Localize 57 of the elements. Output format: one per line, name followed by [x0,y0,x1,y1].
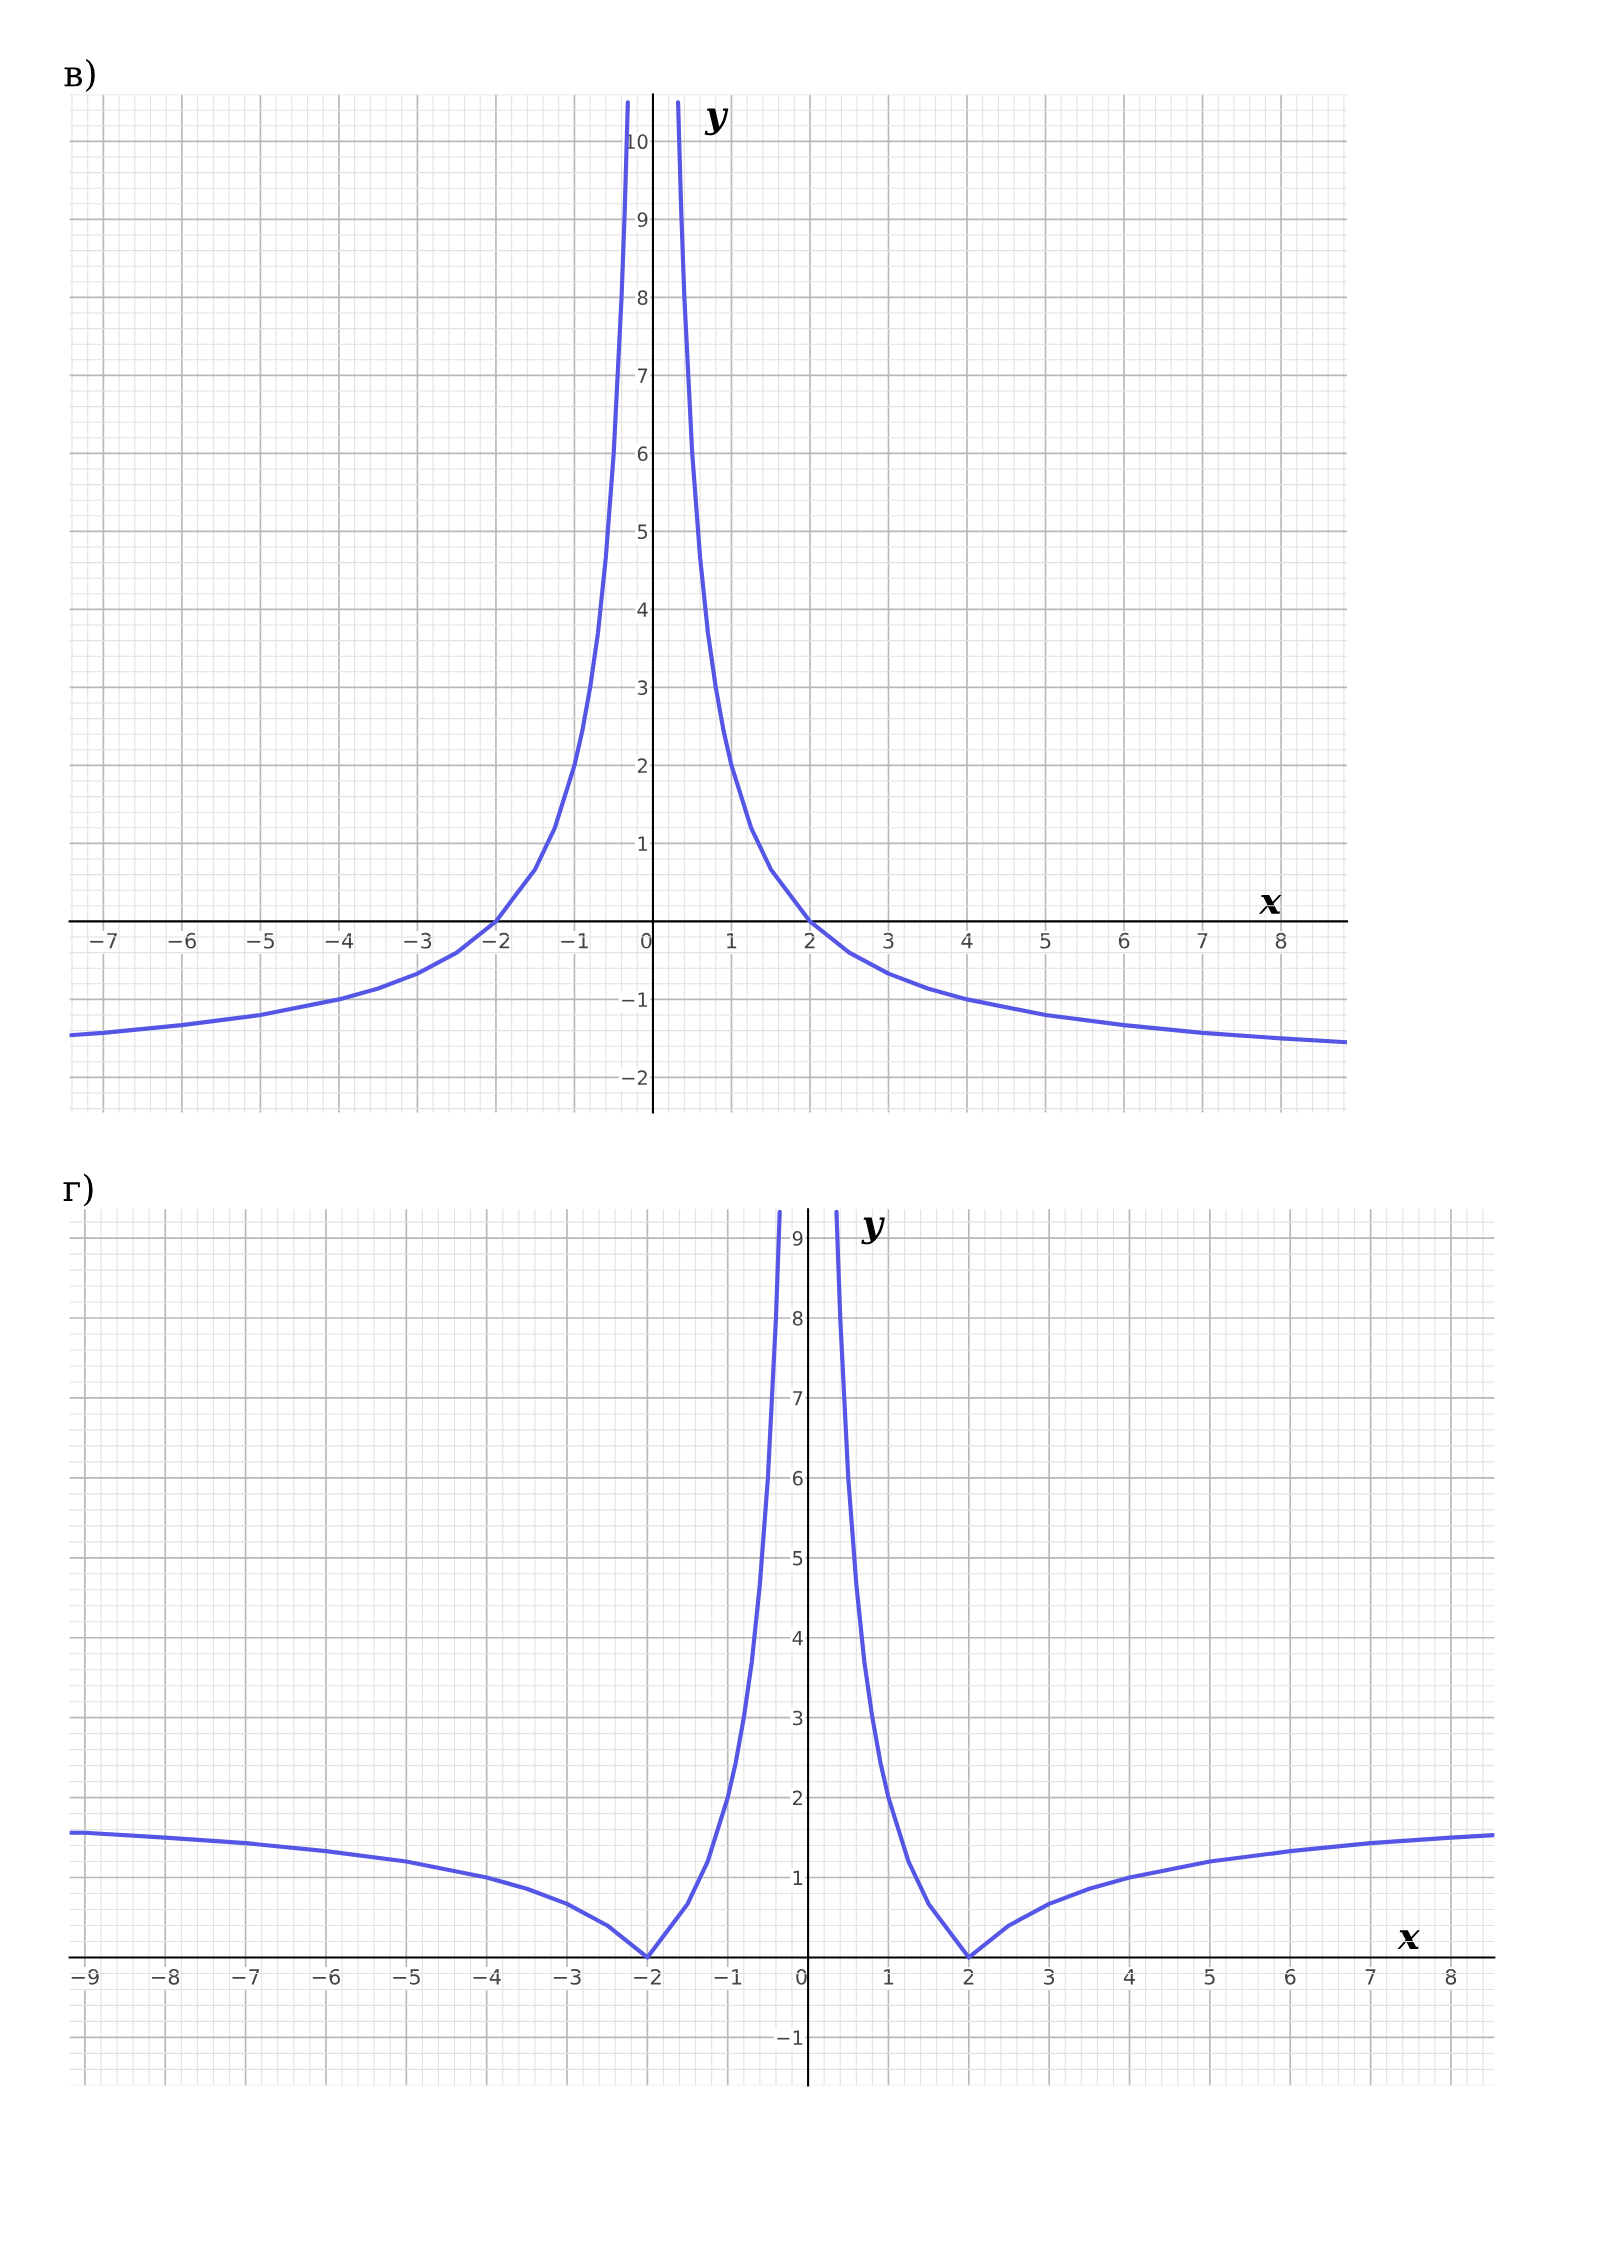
x-tick-label: 2 [963,1968,974,1985]
x-tick-label: 7 [1365,1969,1376,1985]
y-tick-label: 3 [793,1710,803,1726]
x-tick-label: 5 [1204,1969,1215,1985]
x-tick-label: −6 [168,932,196,949]
x-tick-label: −8 [152,1968,180,1985]
x-tick-label: 6 [1118,932,1130,949]
y-tick-label: 4 [637,602,648,617]
y-axis-title: y [861,1217,885,1245]
y-tick-label: 5 [793,1551,803,1566]
x-tick-label: 0 [641,932,652,949]
x-tick-label: 5 [1040,933,1051,949]
x-tick-label: −9 [71,1968,99,1985]
y-tick-label: 7 [638,368,648,383]
y-tick-label: 8 [792,1310,803,1326]
x-tick-label: 1 [727,933,737,949]
x-tick-label: −3 [553,1968,581,1985]
x-tick-label: 8 [1445,1968,1457,1985]
y-tick-label: 1 [638,836,647,851]
y-tick-label: −1 [777,2030,803,2045]
y-tick-label: −1 [622,992,647,1007]
x-tick-label: 3 [883,932,894,949]
x-tick-label: 2 [804,932,815,949]
x-tick-label: 7 [1197,933,1208,949]
x-tick-label: 4 [961,933,973,949]
y-tick-label: −2 [622,1070,647,1085]
x-tick-label: −3 [404,932,432,949]
x-tick-label: −1 [714,1969,742,1985]
x-tick-label: −5 [393,1969,420,1985]
y-tick-label: 8 [637,290,648,306]
chart-title: в) [64,58,95,92]
y-axis-title: y [704,108,729,136]
x-tick-label: 3 [1044,1968,1055,1985]
y-tick-label: 4 [792,1630,803,1646]
y-tick-label: 1 [793,1870,803,1885]
x-tick-label: −7 [90,933,117,949]
x-tick-label: −4 [325,933,354,949]
x-tick-label: −6 [312,1968,340,1985]
y-tick-label: 3 [637,680,648,696]
x-tick-label: −1 [561,933,588,949]
x-tick-label: 6 [1285,1968,1296,1985]
y-tick-label: 9 [792,1231,803,1246]
x-tick-label: −5 [247,933,274,949]
y-tick-label: 7 [793,1391,803,1406]
y-tick-label: 5 [637,524,648,540]
x-tick-label: −2 [482,932,510,949]
y-tick-label: 9 [637,212,648,228]
y-tick-label: 6 [637,446,648,462]
x-tick-label: 1 [884,1969,894,1985]
x-axis-title: x [1258,894,1282,914]
y-tick-label: 2 [637,758,647,773]
x-tick-label: −7 [232,1969,260,1985]
chart-title: г) [63,1173,93,1207]
x-tick-label: 8 [1275,932,1287,949]
y-tick-label: 2 [792,1790,802,1805]
x-tick-label: −4 [473,1969,501,1985]
y-tick-label: 6 [792,1470,803,1486]
